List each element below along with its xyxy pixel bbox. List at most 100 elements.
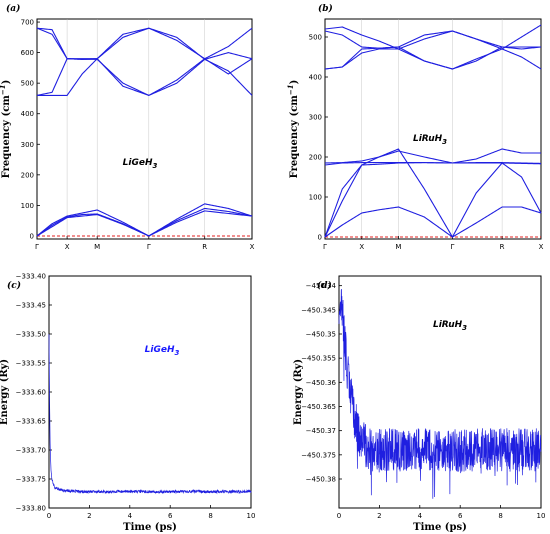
x-tick-label: 0	[47, 512, 51, 520]
y-axis-label: Energy (Ry)	[293, 359, 304, 425]
panel-label: (d)	[317, 280, 332, 291]
phonon-branch	[324, 24, 542, 50]
kpoint-label: X	[65, 243, 70, 251]
y-tick-label: −333.65	[16, 418, 46, 426]
plot-frame	[48, 275, 252, 509]
kpoint-label: M	[395, 243, 401, 251]
y-axis-label-superscript: −1	[0, 84, 7, 95]
phonon-branch	[36, 27, 253, 60]
phonon-branch	[36, 27, 253, 60]
panel-label: (c)	[7, 280, 21, 291]
phonon-branch	[36, 203, 253, 237]
y-tick-label: 200	[21, 171, 34, 179]
x-tick-label: 4	[128, 512, 133, 520]
plot-frame	[36, 18, 253, 240]
kpoint-label: M	[94, 243, 100, 251]
y-tick-label: −450.37	[306, 427, 336, 435]
y-axis-label-superscript: −1	[286, 84, 295, 95]
panel-b: 0 100 200 300 400 500 Γ X M Γ R X Frequency (cm−1) (b…	[286, 3, 544, 251]
compound-label: LiGeH3	[123, 158, 158, 170]
y-tick-label: −450.375	[301, 451, 336, 459]
compound-label-subscript: 3	[462, 324, 467, 332]
x-tick-label: 10	[247, 512, 256, 520]
y-tick-label: −450.355	[301, 355, 336, 363]
y-tick-label: 700	[21, 19, 34, 27]
y-tick-label: −333.55	[16, 360, 46, 368]
energy-trace	[338, 289, 542, 499]
y-tick-label: −333.40	[16, 273, 46, 281]
y-tick-label: 200	[309, 154, 322, 162]
phonon-branch	[324, 206, 542, 238]
y-tick-label: 400	[21, 110, 34, 118]
plot-frame	[324, 18, 542, 240]
compound-label-subscript: 3	[174, 349, 179, 357]
y-tick-label: 0	[318, 234, 322, 242]
x-axis-label: Time (ps)	[123, 522, 177, 533]
panel-a: 0 100 200 300 400 500 600 700 Γ X M Γ R X Frequency (c…	[0, 3, 255, 251]
y-tick-label: −450.35	[306, 331, 336, 339]
y-tick-label: −333.60	[16, 389, 46, 397]
y-tick-label: −450.34	[306, 282, 337, 290]
x-tick-label: 6	[458, 512, 463, 520]
kpoint-label: X	[250, 243, 255, 251]
plot-frame	[338, 275, 542, 509]
kpoint-label: R	[202, 243, 207, 251]
phonon-branch	[36, 210, 253, 237]
kpoint-label: X	[539, 243, 544, 251]
phonon-branch	[36, 58, 253, 96]
y-tick-label: −450.38	[306, 476, 336, 484]
kpoint-label: Γ	[147, 243, 151, 251]
y-tick-label: −450.36	[306, 379, 337, 387]
kpoint-label: Γ	[450, 243, 454, 251]
x-tick-label: 2	[377, 512, 381, 520]
kpoint-label: R	[500, 243, 505, 251]
y-tick-label: 500	[309, 34, 322, 42]
y-axis-label-end: )	[289, 80, 300, 85]
phonon-branch	[324, 48, 542, 70]
y-tick-label: 100	[309, 194, 322, 202]
phonon-branch	[324, 148, 541, 164]
panel-label: (a)	[6, 3, 20, 14]
energy-trace	[48, 334, 252, 495]
x-tick-label: 2	[87, 512, 91, 520]
y-tick-label: −450.345	[301, 306, 336, 314]
y-tick-label: −333.75	[16, 476, 46, 484]
y-tick-label: 0	[30, 232, 34, 240]
x-tick-label: 6	[168, 512, 173, 520]
y-tick-label: 100	[21, 202, 34, 210]
y-axis-label: Frequency (cm−1)	[286, 80, 300, 179]
y-tick-label: −333.70	[16, 447, 46, 455]
y-tick-label: 300	[309, 114, 322, 122]
compound-label-subscript: 3	[152, 162, 157, 170]
y-tick-label: 300	[21, 141, 34, 149]
x-tick-label: 10	[537, 512, 546, 520]
y-tick-label: −450.365	[301, 403, 336, 411]
compound-label: LiGeH3	[145, 345, 180, 357]
y-tick-label: −333.45	[16, 302, 46, 310]
compound-label: LiRuH3	[433, 320, 467, 332]
phonon-branch	[324, 46, 542, 70]
y-tick-label: −333.80	[16, 505, 46, 513]
y-tick-label: 500	[21, 80, 34, 88]
panel-d: −450.38 −450.375 −450.37 −450.365 −450.36 −45…	[293, 275, 546, 533]
y-axis-label: Energy (Ry)	[0, 359, 10, 425]
compound-label: LiRuH3	[413, 134, 447, 146]
y-axis-label: Frequency (cm−1)	[0, 80, 12, 179]
kpoint-label: X	[359, 243, 364, 251]
kpoint-label: Γ	[35, 243, 39, 251]
y-tick-label: 600	[21, 49, 34, 57]
phonon-branch	[324, 162, 542, 166]
compound-label-subscript: 3	[442, 138, 447, 146]
panel-c: −333.80 −333.75 −333.70 −333.65 −333.60 −333.…	[0, 273, 255, 534]
x-axis-label: Time (ps)	[413, 522, 467, 533]
y-tick-label: −333.50	[16, 331, 46, 339]
panel-label: (b)	[318, 3, 333, 14]
x-tick-label: 8	[208, 512, 212, 520]
phonon-branch	[37, 57, 253, 96]
x-tick-label: 4	[418, 512, 423, 520]
kpoint-label: Γ	[323, 243, 327, 251]
y-tick-label: 400	[309, 74, 322, 82]
x-tick-label: 8	[498, 512, 502, 520]
x-tick-label: 0	[337, 512, 341, 520]
